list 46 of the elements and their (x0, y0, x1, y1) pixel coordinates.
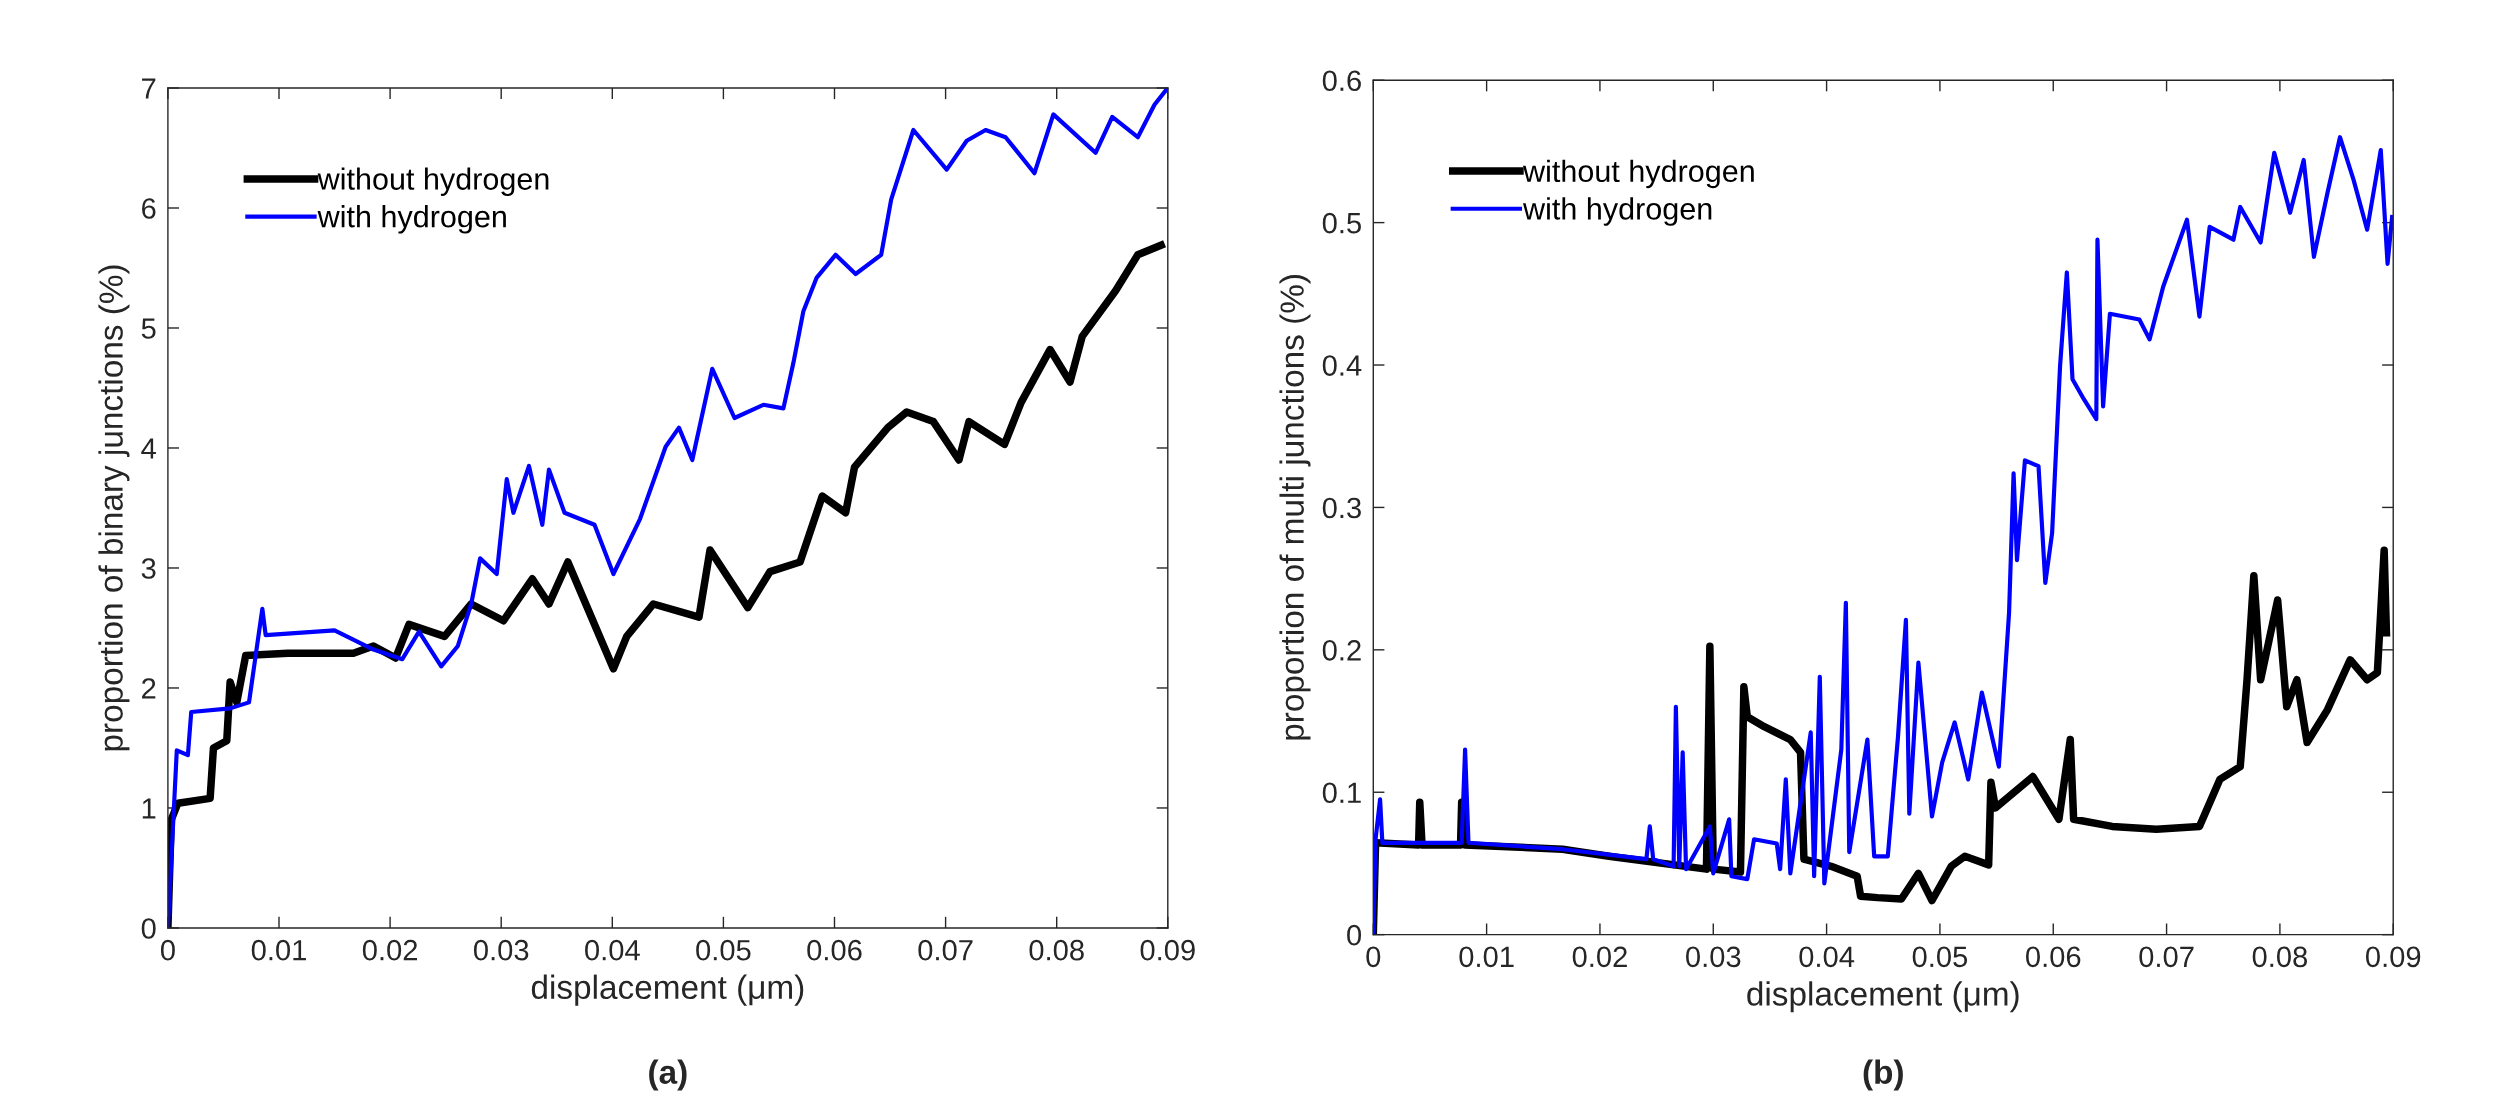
y-tick-label: 0.4 (1322, 355, 1362, 376)
y-tick-label: 6 (142, 198, 156, 219)
legend-label: with hydrogen (1522, 197, 1712, 226)
x-tick-label: 0.05 (696, 939, 751, 961)
x-tick-label: 0.07 (918, 939, 973, 961)
x-tick-label: 0 (160, 939, 175, 961)
x-tick-label: 0.05 (1912, 946, 1968, 968)
x-tick-label: 0.06 (2026, 946, 2081, 968)
y-tick-label: 3 (141, 558, 156, 579)
y-tick-label: 7 (142, 78, 156, 99)
x-tick-label: 0.01 (251, 939, 306, 961)
line-series (167, 88, 1168, 928)
x-tick-label: 0.09 (2365, 946, 2421, 968)
y-tick-label: 5 (141, 318, 156, 339)
x-tick-label: 0.08 (2252, 946, 2308, 968)
y-tick-label: 2 (142, 678, 156, 699)
text: (b) (1863, 1059, 1903, 1091)
y-tick-label: 1 (142, 798, 156, 819)
x-tick-label: 0.07 (2139, 946, 2194, 968)
text: (a) (649, 1059, 687, 1091)
x-tick-label: 0.04 (585, 939, 640, 961)
x-tick-label: 0.02 (1572, 946, 1627, 968)
x-tick-label: 0.01 (1459, 946, 1514, 968)
x-axis-title: displacement (μm) (1747, 981, 2019, 1013)
x-tick-label: 0.09 (1140, 939, 1195, 961)
y-tick-label: 0 (141, 918, 156, 939)
y-tick-label: 0 (1347, 924, 1362, 946)
y-tick-label: 4 (141, 438, 156, 459)
legend-label: without hydrogen (317, 167, 549, 196)
legend-label: with hydrogen (317, 205, 506, 234)
legend-label: without hydrogen (1522, 159, 1754, 189)
y-tick-label: 0.3 (1322, 497, 1361, 519)
x-tick-label: 0.03 (1686, 946, 1741, 968)
y-tick-label: 0.2 (1322, 640, 1361, 661)
y-tick-label: 0.1 (1322, 782, 1361, 804)
x-tick-label: 0.03 (473, 939, 529, 961)
x-tick-label: 0 (1366, 946, 1381, 968)
x-tick-label: 0.02 (362, 939, 418, 961)
y-tick-label: 0.5 (1322, 212, 1361, 234)
x-tick-label: 0.06 (807, 939, 862, 961)
y-axis-title: proportion of binary junctions (%) (98, 265, 130, 751)
x-tick-label: 0.08 (1029, 939, 1084, 961)
y-axis-title: proportion of multi junctions (%) (1279, 275, 1311, 740)
x-tick-label: 0.04 (1799, 946, 1855, 968)
y-tick-label: 0.6 (1322, 70, 1361, 92)
x-axis-title: displacement (μm) (531, 974, 804, 1006)
